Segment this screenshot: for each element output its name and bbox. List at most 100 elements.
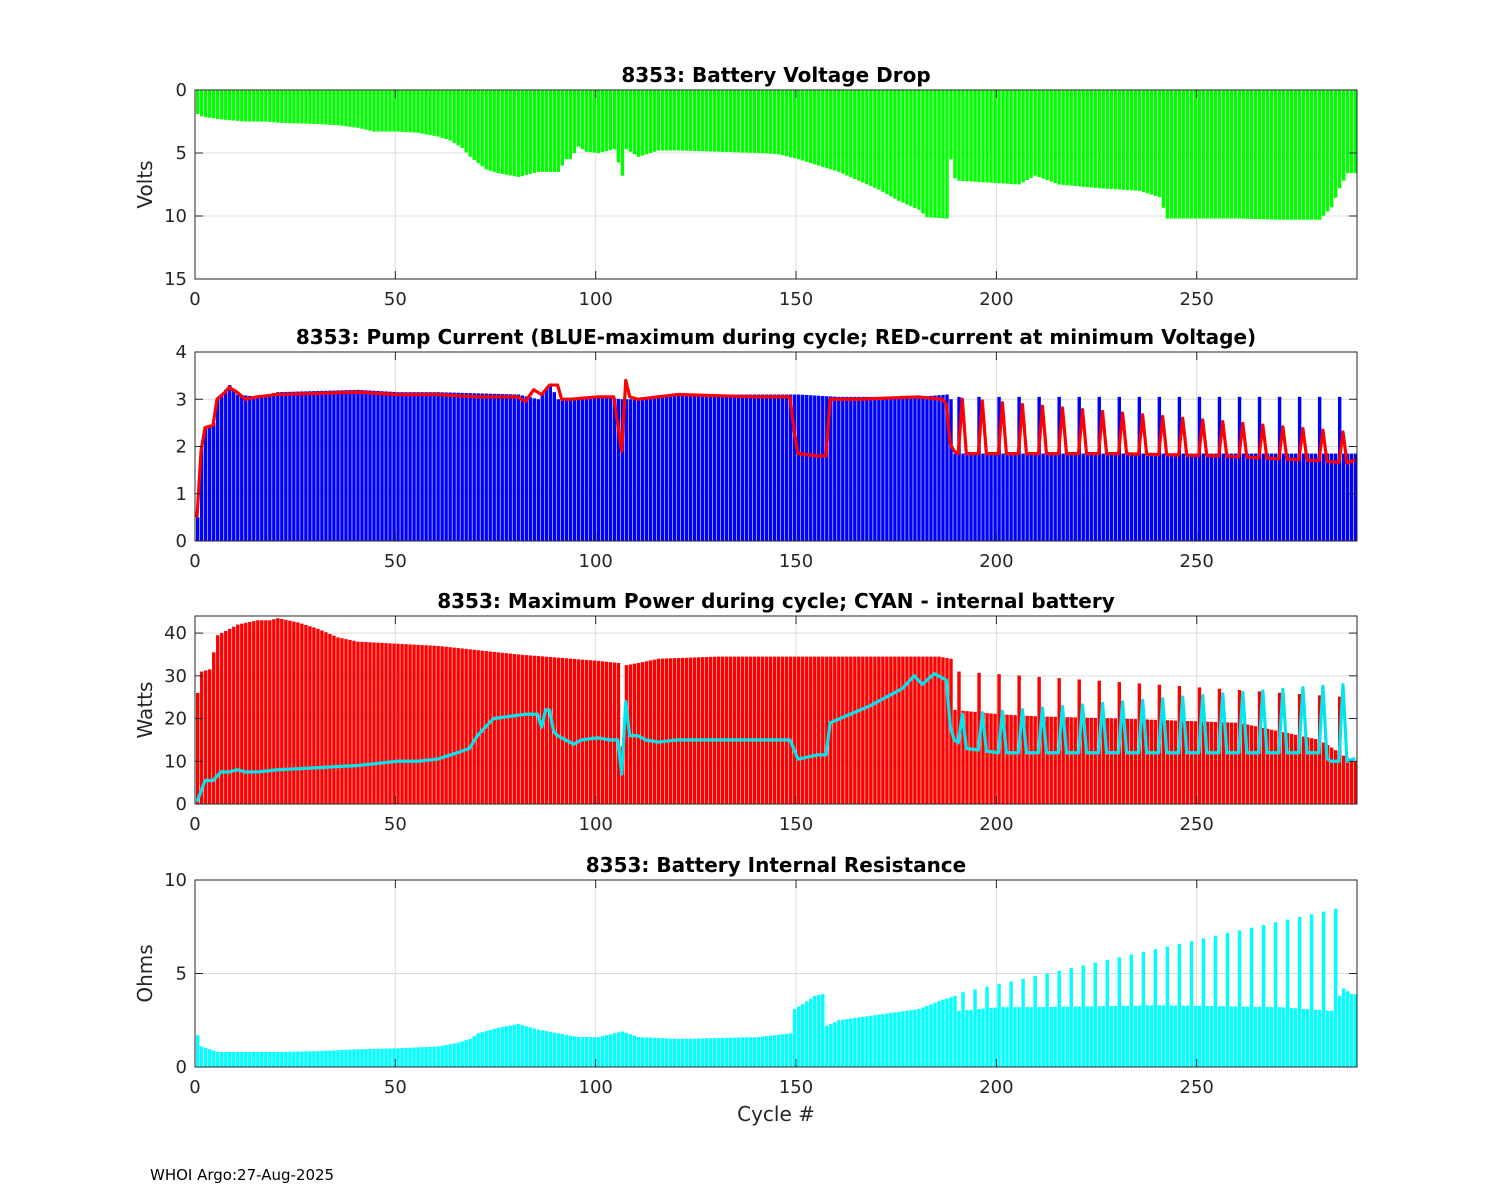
- bar: [420, 90, 424, 134]
- bar: [580, 659, 585, 804]
- bar: [560, 399, 565, 541]
- bar: [1033, 453, 1037, 541]
- y-tick-label: 0: [176, 80, 187, 101]
- bar: [777, 656, 781, 804]
- bar: [1193, 90, 1198, 219]
- bar: [953, 453, 957, 541]
- bar: [500, 1026, 504, 1067]
- bar: [508, 90, 512, 176]
- bar: [1189, 453, 1194, 541]
- bar: [1329, 747, 1334, 804]
- bar: [949, 399, 953, 541]
- chart-title: 8353: Maximum Power during cycle; CYAN -…: [437, 589, 1115, 613]
- bar: [312, 391, 316, 541]
- bar: [400, 392, 404, 541]
- bar: [1333, 453, 1338, 541]
- axes-box: [194, 615, 1358, 805]
- bar: [1025, 1007, 1029, 1067]
- bar: [600, 661, 605, 804]
- bar: [1245, 724, 1250, 804]
- bar: [624, 399, 629, 541]
- bar: [500, 652, 504, 804]
- bar: [1309, 453, 1314, 541]
- bar: [560, 90, 565, 166]
- bar: [372, 90, 376, 132]
- bar: [1137, 1005, 1142, 1067]
- bar: [704, 657, 709, 804]
- bar: [849, 1018, 853, 1067]
- bar: [785, 90, 789, 157]
- bar: [1045, 453, 1049, 541]
- bar: [1217, 90, 1222, 219]
- bar: [752, 90, 757, 153]
- bar: [937, 90, 941, 219]
- bar: [580, 397, 585, 541]
- bar: [452, 647, 456, 804]
- bar: [632, 90, 637, 155]
- bar: [805, 395, 809, 541]
- bar: [1069, 90, 1073, 186]
- x-tick-label: 100: [579, 1077, 613, 1098]
- bar: [1145, 453, 1150, 541]
- bar: [1325, 1010, 1330, 1067]
- bar: [404, 392, 408, 541]
- bar: [348, 390, 352, 541]
- bar: [324, 390, 328, 541]
- bar: [740, 90, 745, 153]
- bar: [512, 654, 516, 804]
- bar: [825, 1025, 829, 1067]
- bar: [1121, 453, 1125, 541]
- bar: [973, 90, 977, 182]
- bar: [857, 1017, 861, 1067]
- bar: [228, 628, 232, 804]
- bar: [448, 90, 452, 141]
- bar: [364, 390, 368, 541]
- bar: [1249, 725, 1254, 804]
- bar: [644, 1037, 649, 1067]
- bar: [1289, 1008, 1294, 1067]
- bar: [877, 396, 881, 541]
- bar: [484, 393, 488, 541]
- bar: [1173, 453, 1178, 541]
- bar: [1009, 453, 1013, 541]
- bar: [1053, 716, 1057, 804]
- bar: [1185, 1005, 1190, 1067]
- bar: [736, 656, 741, 804]
- bar: [536, 90, 540, 172]
- bar: [941, 657, 945, 804]
- bar: [853, 90, 857, 179]
- bar: [1237, 930, 1242, 1067]
- bar: [913, 396, 917, 541]
- bar: [208, 1049, 212, 1067]
- bar: [817, 395, 821, 541]
- bar: [288, 620, 292, 804]
- bar: [977, 1009, 981, 1067]
- bar: [288, 1051, 292, 1067]
- bar: [612, 90, 617, 150]
- bar: [704, 1038, 709, 1067]
- bar: [372, 1048, 376, 1067]
- bar: [917, 1009, 921, 1067]
- bar: [684, 657, 689, 804]
- bar: [316, 390, 320, 541]
- bar: [504, 394, 508, 541]
- bar: [973, 711, 977, 804]
- bar: [768, 394, 773, 541]
- bar: [656, 90, 661, 151]
- bar: [961, 90, 965, 181]
- bar: [913, 90, 917, 208]
- bar: [336, 390, 340, 541]
- bar: [480, 393, 484, 541]
- bar: [748, 90, 753, 153]
- bar: [1077, 396, 1081, 541]
- chart-title: 8353: Battery Internal Resistance: [586, 853, 966, 877]
- bar: [592, 397, 597, 541]
- bar: [989, 453, 993, 541]
- bar: [232, 90, 236, 121]
- bar: [520, 1025, 524, 1067]
- bar: [1081, 965, 1085, 1067]
- bar: [308, 90, 312, 124]
- bar: [344, 390, 348, 541]
- bar: [744, 90, 749, 153]
- bar: [700, 394, 705, 541]
